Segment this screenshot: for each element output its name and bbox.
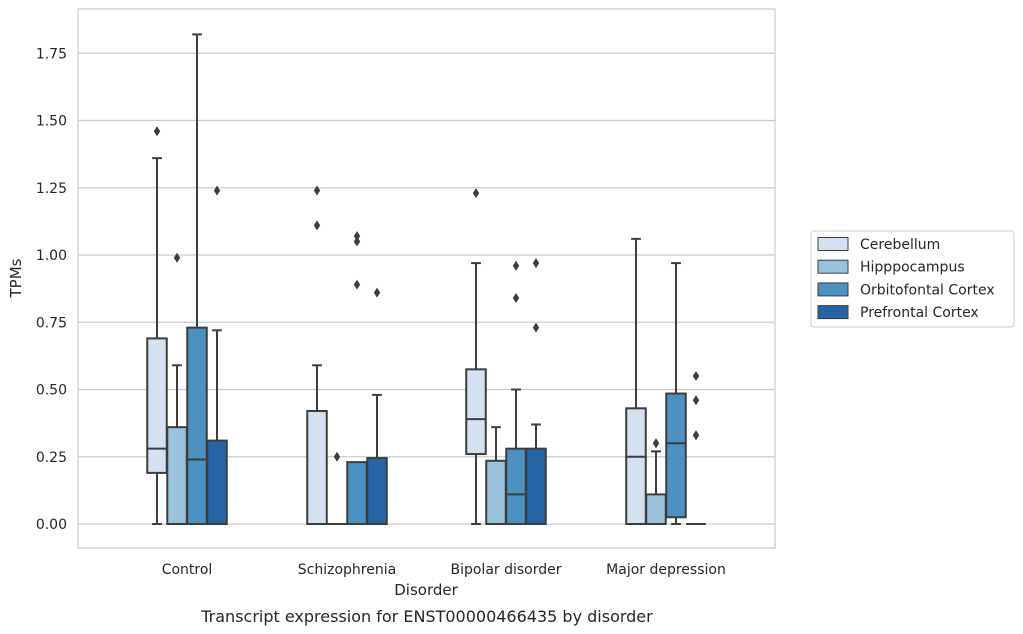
outlier-marker [353, 279, 361, 290]
box-body [366, 457, 388, 525]
box-hipppocampus [485, 426, 507, 526]
outlier-marker [512, 260, 520, 271]
legend-label: Orbitofontal Cortex [860, 282, 995, 298]
box-cerebellum [146, 126, 168, 525]
x-tick-labels: Control Schizophrenia Bipolar disorder Majo… [162, 562, 726, 578]
outlier-marker [532, 322, 540, 333]
box-orbitofontal-cortex [186, 33, 208, 525]
y-tick-label: 0.50 [36, 383, 67, 399]
x-tick-label: Bipolar disorder [450, 562, 561, 578]
legend-swatch [817, 282, 849, 297]
legend-label: Hipppocampus [860, 260, 965, 276]
box-body [645, 493, 667, 526]
outlier-marker [353, 231, 361, 242]
outlier-marker [353, 236, 361, 247]
box-hipppocampus [327, 451, 347, 525]
outlier-marker [313, 220, 321, 231]
box-body [186, 326, 208, 525]
legend-label: Cerebellum [860, 237, 940, 253]
x-tick-label: Schizophrenia [298, 562, 396, 578]
box-orbitofontal-cortex [505, 260, 527, 525]
box-prefrontal-cortex [686, 371, 706, 525]
y-tick-label: 1.00 [36, 248, 67, 264]
x-tick-label: Major depression [606, 562, 726, 578]
box-body [465, 368, 487, 456]
box-orbitofontal-cortex [665, 262, 687, 525]
box-body [206, 439, 228, 525]
y-tick-label: 1.50 [36, 114, 67, 130]
chart-title: Transcript expression for ENST0000046643… [200, 607, 653, 626]
box-prefrontal-cortex [366, 287, 388, 525]
box-body [505, 447, 527, 525]
box-body [625, 407, 647, 525]
y-tick-label: 0.75 [36, 315, 67, 331]
outlier-marker [313, 185, 321, 196]
x-axis-label: Disorder [394, 581, 458, 599]
outlier-marker [472, 188, 480, 199]
y-axis-label: TPMs [7, 258, 25, 298]
box-body [665, 392, 687, 519]
outlier-marker [652, 438, 660, 449]
y-tick-label: 0.25 [36, 450, 67, 466]
legend-frame [810, 230, 1015, 328]
outlier-marker [153, 126, 161, 137]
outlier-marker [512, 293, 520, 304]
legend-swatch [817, 237, 849, 251]
box-cerebellum [625, 237, 647, 525]
outlier-marker [692, 430, 700, 441]
outlier-marker [333, 451, 341, 462]
outlier-marker [173, 252, 181, 263]
box-body [346, 461, 368, 526]
outlier-marker [532, 258, 540, 269]
outlier-marker [692, 371, 700, 382]
box-body [306, 410, 328, 525]
outlier-marker [373, 287, 381, 298]
y-tick-label: 1.25 [36, 181, 67, 197]
x-tick-label: Control [162, 562, 213, 578]
box-hipppocampus [645, 438, 667, 526]
y-tick-label: 1.75 [36, 46, 67, 62]
box-cerebellum [306, 185, 328, 525]
box-body [146, 337, 168, 474]
outlier-marker [213, 185, 221, 196]
box-prefrontal-cortex [525, 258, 547, 525]
legend-swatch [817, 259, 849, 274]
box-orbitofontal-cortex [346, 231, 368, 526]
box-body [525, 447, 547, 525]
legend-label: Prefrontal Cortex [860, 305, 979, 321]
legend-swatch [817, 305, 849, 320]
box-body [485, 459, 507, 526]
y-tick-label: 0.00 [36, 517, 67, 533]
boxes [146, 33, 706, 526]
box-prefrontal-cortex [206, 185, 228, 525]
outlier-marker [692, 395, 700, 406]
legend: Cerebellum Hipppocampus Orbitofontal Corte… [810, 230, 1015, 328]
y-tick-labels: 0.00 0.25 0.50 0.75 1.00 1.25 1.50 1.75 [36, 46, 67, 533]
box-body [166, 426, 188, 525]
box-cerebellum [465, 188, 487, 525]
plot-frame [77, 8, 776, 549]
box-hipppocampus [166, 252, 188, 525]
